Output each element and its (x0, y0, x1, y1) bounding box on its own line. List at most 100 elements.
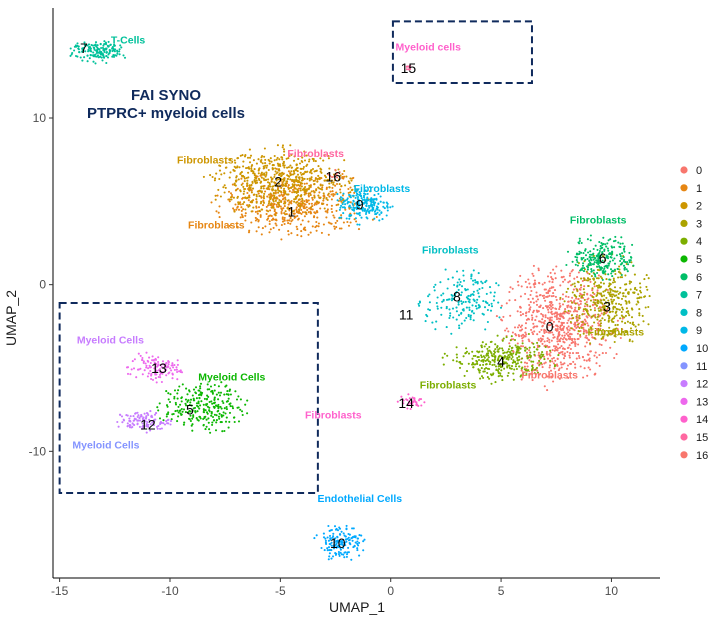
point (486, 359, 488, 361)
point (372, 207, 374, 209)
point (564, 355, 566, 357)
point (458, 314, 460, 316)
point (428, 293, 430, 295)
legend-swatch (680, 184, 687, 191)
point (488, 360, 490, 362)
point (616, 308, 618, 310)
point (583, 267, 585, 269)
point (624, 322, 626, 324)
point (468, 314, 470, 316)
point (316, 200, 318, 202)
point (496, 345, 498, 347)
point (203, 424, 205, 426)
point (241, 175, 243, 177)
point (263, 187, 265, 189)
point (558, 352, 560, 354)
point (194, 407, 196, 409)
point (347, 188, 349, 190)
point (369, 200, 371, 202)
point (316, 217, 318, 219)
point (352, 195, 354, 197)
point (544, 385, 546, 387)
point (317, 178, 319, 180)
point (543, 362, 545, 364)
point (473, 291, 475, 293)
point (589, 305, 591, 307)
point (183, 408, 185, 410)
point (129, 424, 131, 426)
point (546, 340, 548, 342)
point (567, 296, 569, 298)
point (573, 289, 575, 291)
point (434, 328, 436, 330)
point (230, 198, 232, 200)
point (282, 216, 284, 218)
point (444, 353, 446, 355)
point (622, 295, 624, 297)
point (482, 364, 484, 366)
point (638, 312, 640, 314)
point (520, 345, 522, 347)
point (572, 291, 574, 293)
legend-label: 11 (696, 361, 707, 373)
point (514, 299, 516, 301)
point (251, 201, 253, 203)
point (470, 275, 472, 277)
point (543, 358, 545, 360)
point (614, 306, 616, 308)
point (242, 414, 244, 416)
point (278, 158, 280, 160)
point (302, 202, 304, 204)
point (581, 321, 583, 323)
point (317, 175, 319, 177)
point (501, 347, 503, 349)
point (351, 202, 353, 204)
point (597, 292, 599, 294)
point (543, 356, 545, 358)
point (296, 234, 298, 236)
point (550, 305, 552, 307)
point (222, 186, 224, 188)
point (587, 339, 589, 341)
point (475, 305, 477, 307)
point (605, 278, 607, 280)
point (549, 364, 551, 366)
point (320, 184, 322, 186)
point (288, 166, 290, 168)
point (529, 347, 531, 349)
point (482, 300, 484, 302)
point (284, 192, 286, 194)
point (491, 364, 493, 366)
point (318, 225, 320, 227)
point (334, 228, 336, 230)
point (167, 411, 169, 413)
point (277, 189, 279, 191)
point (319, 207, 321, 209)
point (575, 303, 577, 305)
point (278, 201, 280, 203)
point (312, 208, 314, 210)
point (607, 273, 609, 275)
point (571, 314, 573, 316)
point (571, 333, 573, 335)
x-tick-label: -10 (161, 584, 179, 598)
point (578, 315, 580, 317)
point (247, 172, 249, 174)
point (565, 264, 567, 266)
point (554, 347, 556, 349)
point (472, 363, 474, 365)
legend-swatch (680, 273, 687, 280)
point (514, 326, 516, 328)
point (205, 404, 207, 406)
point (296, 163, 298, 165)
point (625, 289, 627, 291)
point (456, 356, 458, 358)
point (557, 347, 559, 349)
point (440, 307, 442, 309)
point (261, 190, 263, 192)
point (614, 236, 616, 238)
point (344, 203, 346, 205)
point (567, 347, 569, 349)
point (242, 203, 244, 205)
point (280, 191, 282, 193)
